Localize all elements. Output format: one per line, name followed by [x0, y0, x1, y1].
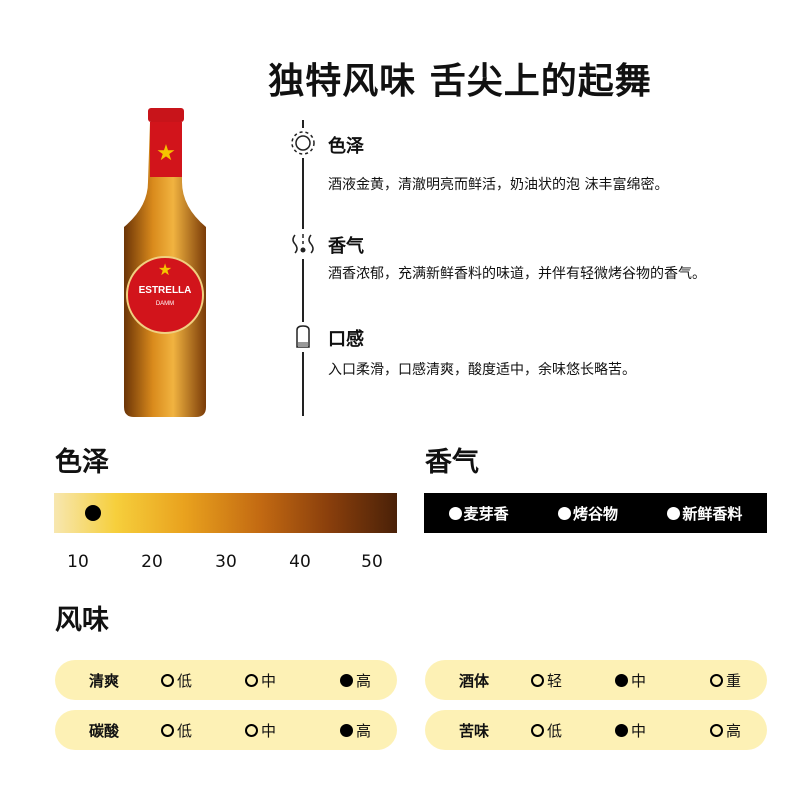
aroma-bar: 麦芽香 烤谷物 新鲜香料	[424, 493, 767, 533]
svg-text:ESTRELLA: ESTRELLA	[139, 285, 192, 296]
feature-text: 酒香浓郁，充满新鲜香料的味道，并伴有轻微烤谷物的香气。	[328, 266, 706, 282]
flavor-option: 重	[710, 670, 741, 691]
flavor-option: 低	[531, 720, 562, 741]
flavor-row: 苦味 低 中 高	[425, 710, 767, 750]
flavor-option: 轻	[531, 670, 562, 691]
radio-dot	[710, 724, 723, 737]
radio-dot	[531, 674, 544, 687]
flavor-section-label: 风味	[55, 605, 109, 636]
flavor-option: 高	[340, 670, 371, 691]
page-title: 独特风味 舌尖上的起舞	[268, 61, 652, 102]
radio-dot	[340, 724, 353, 737]
radio-dot	[615, 724, 628, 737]
flavor-option: 高	[710, 720, 741, 741]
feature-text: 入口柔滑，口感清爽，酸度适中，余味悠长略苦。	[328, 362, 636, 378]
radio-dot	[615, 674, 628, 687]
flavor-label: 酒体	[459, 672, 490, 690]
svg-text:★: ★	[158, 260, 172, 279]
flavor-option: 高	[340, 720, 371, 741]
radio-dot	[245, 674, 258, 687]
flavor-label: 清爽	[89, 672, 120, 690]
flavor-label: 苦味	[459, 722, 490, 740]
beer-glass-icon	[288, 322, 318, 352]
aroma-item: 新鲜香料	[667, 503, 742, 524]
radio-dot	[340, 674, 353, 687]
flavor-row: 酒体 轻 中 重	[425, 660, 767, 700]
scale-tick: 20	[141, 552, 163, 572]
aroma-item: 烤谷物	[557, 503, 618, 524]
flavor-label: 碳酸	[89, 722, 120, 740]
feature-heading: 香气	[328, 236, 364, 257]
flavor-option: 中	[615, 670, 646, 691]
radio-dot	[245, 724, 258, 737]
feature-heading: 色泽	[328, 136, 364, 157]
radio-dot	[531, 724, 544, 737]
radio-dot	[710, 674, 723, 687]
flavor-option: 中	[245, 720, 276, 741]
color-scale-bar	[54, 493, 397, 533]
timeline-line	[302, 120, 304, 416]
flavor-option: 低	[161, 670, 192, 691]
beer-bottle-image: ★ ESTRELLA ★ DAMM	[124, 108, 206, 417]
color-section-label: 色泽	[55, 447, 109, 478]
flavor-row: 碳酸 低 中 高	[55, 710, 397, 750]
svg-text:DAMM: DAMM	[156, 301, 174, 307]
flavor-option: 低	[161, 720, 192, 741]
scale-tick: 10	[67, 552, 89, 572]
aroma-section-label: 香气	[425, 447, 479, 478]
radio-dot	[161, 674, 174, 687]
scale-tick: 40	[289, 552, 311, 572]
svg-text:★: ★	[156, 141, 176, 166]
aroma-item: 麦芽香	[448, 503, 509, 524]
scale-tick: 30	[215, 552, 237, 572]
flavor-option: 中	[615, 720, 646, 741]
feature-heading: 口感	[328, 329, 364, 350]
flavor-row: 清爽 低 中 高	[55, 660, 397, 700]
sun-icon	[288, 128, 318, 158]
color-marker	[84, 505, 101, 521]
flavor-option: 中	[245, 670, 276, 691]
radio-dot	[161, 724, 174, 737]
aroma-icon	[288, 229, 318, 259]
scale-tick: 50	[361, 552, 383, 572]
feature-text: 酒液金黄，清澈明亮而鲜活，奶油状的泡 沫丰富绵密。	[328, 177, 669, 193]
